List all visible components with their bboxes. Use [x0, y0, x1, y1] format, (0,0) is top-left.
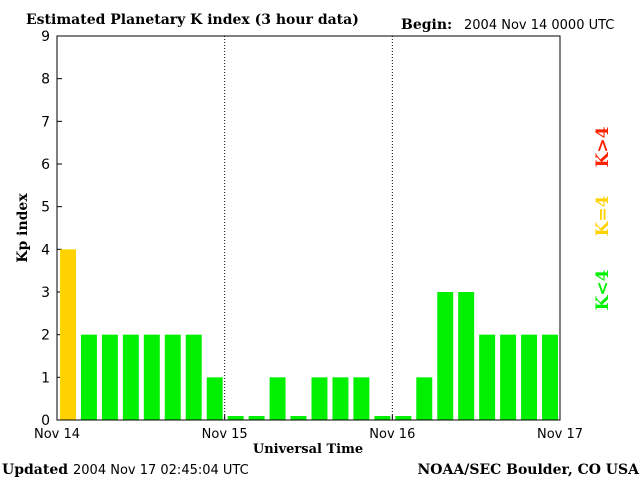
begin-date: 2004 Nov 14 0000 UTC — [464, 18, 614, 33]
chart-title: Estimated Planetary K index (3 hour data… — [26, 12, 359, 28]
kp-bar — [290, 416, 307, 420]
bars — [60, 249, 558, 420]
plot-frame — [56, 35, 561, 421]
kp-bar — [185, 334, 202, 420]
kp-bar — [353, 377, 370, 420]
legend-high: K>4 — [593, 126, 613, 167]
kp-bar — [374, 416, 391, 420]
y-tick-label: 3 — [41, 285, 50, 301]
kp-bar — [416, 377, 433, 420]
y-axis-ticks: 0 1 2 3 4 5 6 7 8 9 — [41, 29, 62, 429]
y-tick-label: 1 — [41, 370, 50, 386]
y-tick-label: 6 — [41, 157, 50, 173]
kp-bar — [395, 416, 412, 420]
kp-bar — [542, 334, 558, 420]
kp-bar — [437, 292, 454, 420]
y-tick-label: 4 — [41, 242, 50, 258]
updated-timestamp: 2004 Nov 17 02:45:04 UTC — [73, 463, 249, 478]
kp-bar — [332, 377, 349, 420]
kp-bar — [500, 334, 517, 420]
begin-label: Begin: — [401, 17, 452, 33]
x-tick-label: Nov 14 — [34, 427, 80, 442]
kp-bar — [143, 334, 160, 420]
kp-bar — [521, 334, 538, 420]
kp-bar — [101, 334, 118, 420]
kp-bar — [60, 249, 76, 420]
day-separators — [224, 36, 393, 420]
kp-bar — [311, 377, 328, 420]
y-tick-label: 5 — [41, 200, 50, 216]
kp-bar — [122, 334, 139, 420]
kp-bar — [458, 292, 475, 420]
kp-bar — [227, 416, 244, 420]
y-tick-label: 2 — [41, 328, 50, 344]
kp-bar — [479, 334, 496, 420]
x-axis-ticks: Nov 14 Nov 15 Nov 16 Nov 17 — [34, 415, 583, 442]
legend-equal: K=4 — [593, 195, 613, 236]
kp-bar — [80, 334, 97, 420]
kp-bar — [206, 377, 223, 420]
kp-bar — [248, 416, 265, 420]
kp-bar — [269, 377, 286, 420]
x-axis-label: Universal Time — [253, 442, 363, 457]
source-credit: NOAA/SEC Boulder, CO USA — [418, 462, 640, 478]
y-tick-label: 9 — [41, 29, 50, 45]
updated-label: Updated — [2, 462, 68, 478]
x-tick-label: Nov 17 — [537, 427, 583, 442]
y-axis-label: Kp index — [15, 193, 31, 263]
legend-low: K<4 — [593, 269, 613, 310]
x-tick-label: Nov 15 — [202, 427, 248, 442]
y-tick-label: 8 — [41, 72, 50, 88]
x-tick-label: Nov 16 — [369, 427, 415, 442]
y-tick-label: 0 — [41, 413, 50, 429]
kp-bar — [164, 334, 181, 420]
y-tick-label: 7 — [41, 114, 50, 130]
